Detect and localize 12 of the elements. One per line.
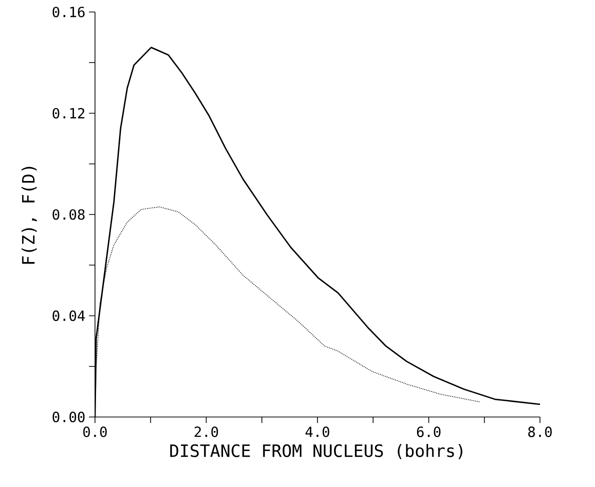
y-tick-label: 0.00: [52, 412, 85, 422]
y-tick-label: 0.04: [52, 310, 85, 322]
x-tick-label: 6.0: [417, 426, 440, 438]
x-tick-label: 0.0: [83, 426, 107, 438]
y-tick-label: 0.12: [52, 108, 84, 119]
x-axis-title: DISTANCE FROM NUCLEUS (bohrs): [170, 444, 462, 460]
y-tick-label: 0.08: [52, 209, 85, 220]
x-tick-label: 8.0: [528, 426, 552, 438]
y-axis-title: F(Z), F(D): [22, 166, 37, 264]
x-tick-label: 4.0: [306, 426, 330, 438]
x-tick-label: 2.0: [194, 426, 218, 438]
y-tick-label: 0.16: [52, 6, 85, 18]
